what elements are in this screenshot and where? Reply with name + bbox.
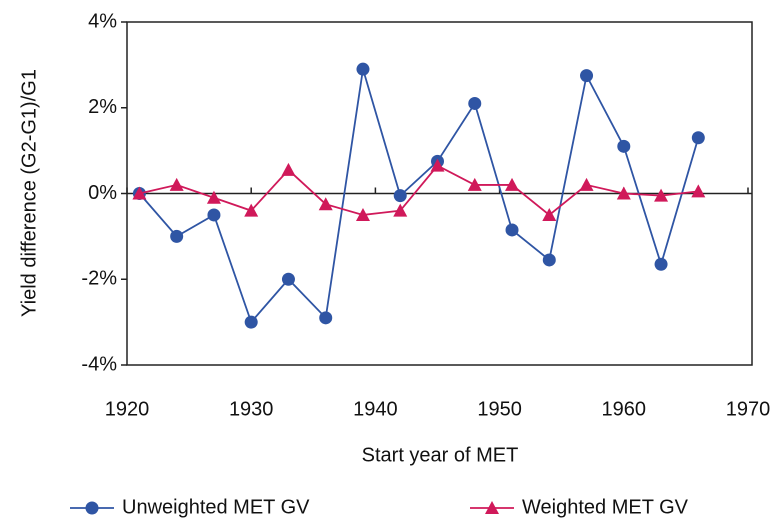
data-point [393, 189, 407, 203]
x-tick-label: 1940 [353, 398, 398, 420]
data-point [207, 208, 221, 222]
data-point [170, 229, 184, 243]
x-tick-label: 1930 [229, 398, 274, 420]
data-point [169, 177, 184, 191]
series-line [139, 164, 699, 217]
data-point [132, 186, 147, 200]
data-point [244, 203, 259, 217]
data-point [356, 62, 370, 76]
x-tick-label: 1920 [105, 398, 150, 420]
y-tick-label: 4% [88, 10, 117, 32]
legend-label: Weighted MET GV [522, 496, 689, 518]
data-point [468, 96, 482, 110]
data-point [505, 223, 519, 237]
data-point [281, 162, 296, 176]
y-axis-title: Yield difference (G2-G1)/G1 [18, 69, 40, 317]
data-point [281, 272, 295, 286]
data-point [579, 177, 594, 191]
y-tick-label: -4% [81, 353, 117, 375]
x-tick-label: 1970 [726, 398, 771, 420]
data-point [542, 253, 556, 267]
data-point [430, 158, 445, 172]
data-point [542, 207, 557, 221]
legend-marker [85, 501, 99, 515]
data-point [355, 207, 370, 221]
data-point [505, 177, 520, 191]
y-tick-label: 0% [88, 182, 117, 204]
data-point [617, 139, 631, 153]
data-point [580, 69, 594, 83]
data-point [206, 190, 221, 204]
legend-label: Unweighted MET GV [122, 496, 310, 518]
x-axis-title: Start year of MET [362, 444, 519, 466]
data-point [654, 188, 669, 202]
data-point [318, 197, 333, 211]
data-point [467, 177, 482, 191]
y-tick-label: 2% [88, 96, 117, 118]
data-point [244, 315, 258, 329]
data-point [616, 186, 631, 200]
series-line [138, 68, 700, 324]
data-point [393, 203, 408, 217]
data-point [654, 257, 668, 271]
x-tick-label: 1960 [602, 398, 647, 420]
x-tick-label: 1950 [477, 398, 522, 420]
y-tick-label: -2% [81, 268, 117, 290]
legend-marker [485, 501, 499, 514]
data-point [691, 131, 705, 145]
data-point [319, 311, 333, 325]
data-point [691, 184, 706, 198]
